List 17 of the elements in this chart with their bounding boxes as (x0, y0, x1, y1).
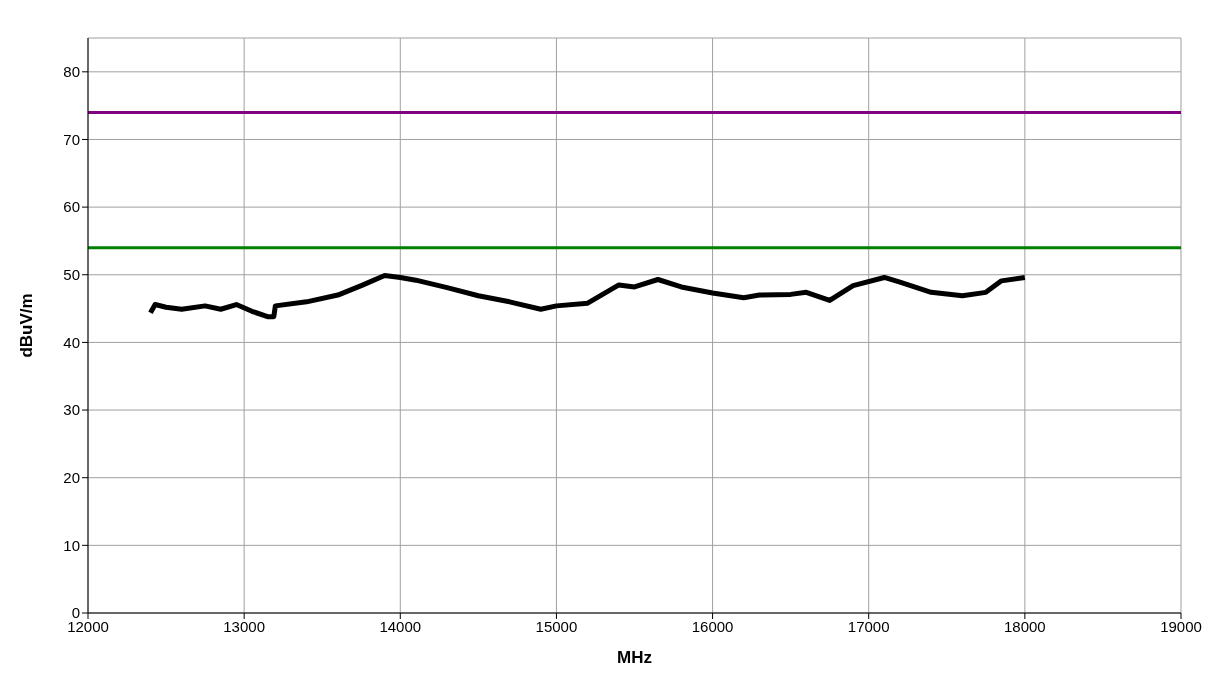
x-axis-title: MHz (617, 648, 652, 667)
y-tick-label: 30 (63, 401, 80, 419)
x-tick-label: 18000 (1004, 617, 1046, 635)
y-axis-title: dBuV/m (17, 293, 37, 358)
x-tick-label: 16000 (691, 617, 734, 635)
x-tick-label: 15000 (535, 617, 578, 635)
x-tick-label: 14000 (379, 617, 422, 635)
y-tick-label: 20 (63, 469, 80, 487)
x-tick-label: 17000 (847, 617, 890, 635)
y-tick-label: 40 (63, 333, 80, 351)
x-tick-label: 19000 (1160, 617, 1202, 635)
y-tick-label: 60 (63, 198, 80, 216)
y-tick-label: 70 (63, 130, 80, 148)
y-tick-label: 80 (63, 63, 80, 81)
y-tick-label: 10 (63, 536, 80, 554)
y-tick-label: 50 (63, 266, 80, 284)
x-tick-label: 13000 (223, 617, 265, 635)
